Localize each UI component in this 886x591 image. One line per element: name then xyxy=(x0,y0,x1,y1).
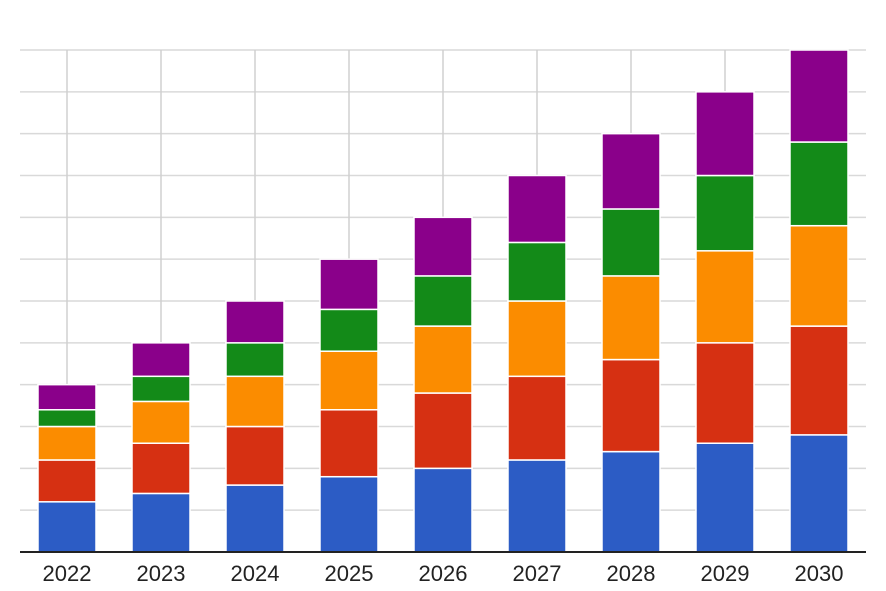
bar-segment-2029-series-4 xyxy=(695,174,755,252)
bar-segment-2025-series-3 xyxy=(319,350,379,411)
bar-segment-2027-series-4 xyxy=(507,241,567,302)
bar-segment-2028-series-4 xyxy=(601,208,661,277)
x-tick-label: 2024 xyxy=(231,561,280,586)
bar-segment-2024-series-1 xyxy=(225,484,285,553)
bar-segment-2026-series-4 xyxy=(413,275,473,327)
bar-segment-2030-series-5 xyxy=(789,49,849,143)
x-tick-label: 2028 xyxy=(607,561,656,586)
bar-segment-2028-series-2 xyxy=(601,358,661,453)
bar-segment-2028-series-3 xyxy=(601,275,661,361)
bar-segment-2028-series-1 xyxy=(601,450,661,553)
bar-segment-2027-series-2 xyxy=(507,375,567,461)
bar-segment-2030-series-2 xyxy=(789,325,849,436)
bar-segment-2025-series-2 xyxy=(319,409,379,478)
x-tick-labels: 2022 2023 2024 2025 2026 2027 2028 2029 2030 xyxy=(43,561,844,586)
x-tick-label: 2027 xyxy=(513,561,562,586)
bar-segment-2023-series-1 xyxy=(131,492,191,553)
bar-segment-2023-series-5 xyxy=(131,342,191,378)
x-tick-label: 2029 xyxy=(701,561,750,586)
bar-segment-2026-series-3 xyxy=(413,325,473,394)
bar-segment-2027-series-3 xyxy=(507,300,567,378)
bar-segment-2029-series-5 xyxy=(695,91,755,177)
bar-segment-2024-series-5 xyxy=(225,300,285,344)
bar-segment-2027-series-5 xyxy=(507,174,567,244)
bar-segment-2030-series-3 xyxy=(789,224,849,327)
bar-segment-2025-series-1 xyxy=(319,475,379,553)
x-tick-label: 2025 xyxy=(325,561,374,586)
bar-segment-2025-series-4 xyxy=(319,308,379,352)
bar-segment-2024-series-2 xyxy=(225,425,285,486)
bar-segment-2022-series-5 xyxy=(37,383,97,411)
bar-segment-2022-series-2 xyxy=(37,459,97,503)
bar-segment-2022-series-1 xyxy=(37,501,97,553)
bar-segment-2029-series-1 xyxy=(695,442,755,553)
bar-segment-2022-series-3 xyxy=(37,425,97,461)
bar-segment-2022-series-4 xyxy=(37,409,97,428)
x-tick-label: 2023 xyxy=(137,561,186,586)
bar-segment-2023-series-2 xyxy=(131,442,191,495)
bar-segment-2024-series-3 xyxy=(225,375,285,428)
x-tick-label: 2030 xyxy=(795,561,844,586)
bars xyxy=(37,49,849,553)
bar-segment-2023-series-3 xyxy=(131,400,191,444)
bar-segment-2027-series-1 xyxy=(507,459,567,553)
bar-segment-2026-series-2 xyxy=(413,392,473,470)
bar-segment-2029-series-2 xyxy=(695,342,755,444)
bar-segment-2023-series-4 xyxy=(131,375,191,403)
x-tick-label: 2022 xyxy=(43,561,92,586)
bar-segment-2026-series-1 xyxy=(413,467,473,553)
bar-segment-2028-series-5 xyxy=(601,132,661,210)
bar-segment-2025-series-5 xyxy=(319,258,379,311)
x-tick-label: 2026 xyxy=(419,561,468,586)
bar-segment-2030-series-4 xyxy=(789,141,849,227)
bar-segment-2029-series-3 xyxy=(695,250,755,344)
bar-segment-2024-series-4 xyxy=(225,342,285,378)
bar-segment-2030-series-1 xyxy=(789,434,849,553)
bar-segment-2026-series-5 xyxy=(413,216,473,277)
